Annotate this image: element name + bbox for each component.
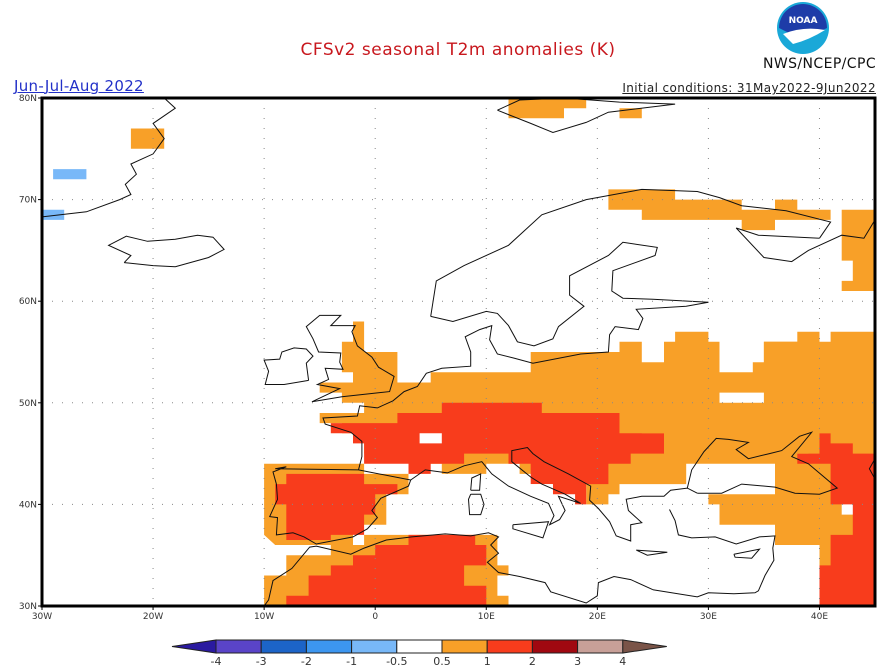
- coastline: [868, 458, 875, 480]
- agency-label: NWS/NCEP/CPC: [763, 56, 876, 72]
- colorbar-label: -4: [211, 655, 222, 668]
- noaa-logo-icon: NOAA: [777, 2, 829, 54]
- y-tick-label: 30N: [19, 602, 37, 612]
- coastline: [305, 314, 395, 403]
- x-axis-ticks: 30W 20W 10W 0 10E 20E 30E 40E: [32, 606, 828, 622]
- colorbar-label: 1: [484, 655, 491, 668]
- anomaly-region-svalbard: [508, 98, 642, 119]
- x-tick-label: 10E: [478, 612, 495, 622]
- y-axis-ticks: 30N 40N 50N 60N 70N 80N: [19, 94, 42, 612]
- anomaly-region-russia-ne: [841, 209, 875, 291]
- title-text: CFSv2 seasonal T2m anomalies (K): [300, 40, 616, 60]
- coastline: [430, 188, 875, 317]
- coastline: [467, 493, 485, 516]
- x-tick-label: 10W: [254, 612, 274, 622]
- map-title: CFSv2 seasonal T2m anomalies (K): [0, 40, 886, 60]
- y-tick-label: 80N: [19, 94, 37, 104]
- colorbar: -4 -3 -2 -1 -0.5 0.5 1 2 3 4: [171, 639, 667, 668]
- colorbar-bin: [577, 639, 624, 654]
- colorbar-label: -3: [256, 655, 267, 668]
- colorbar-high-extend: [622, 639, 667, 654]
- colorbar-low-extend: [171, 639, 217, 654]
- x-tick-label: 30E: [700, 612, 717, 622]
- neutral-area: [486, 484, 553, 515]
- coastline: [107, 234, 225, 268]
- colorbar-bin: [441, 639, 488, 654]
- anomaly-region-greenland-s: [42, 209, 65, 220]
- coastline: [430, 241, 709, 347]
- colorbar-bin: [215, 639, 262, 654]
- colorbar-label: 4: [619, 655, 626, 668]
- coastline: [322, 301, 709, 471]
- map-gridlines: [42, 98, 875, 606]
- colorbar-bin: [396, 639, 443, 654]
- logo-text: NOAA: [789, 16, 818, 26]
- coastlines: [42, 98, 875, 606]
- x-tick-label: 20E: [589, 612, 606, 622]
- colorbar-label: 2: [529, 655, 536, 668]
- coastline: [652, 509, 776, 598]
- map-frame: [40, 96, 877, 608]
- colorbar-label: 3: [574, 655, 581, 668]
- anomaly-region-caucasus-core: [797, 433, 875, 606]
- colorbar-label: -0.5: [386, 655, 407, 668]
- y-tick-label: 50N: [19, 399, 37, 409]
- neutral-area: [619, 484, 709, 545]
- coastline: [263, 347, 314, 385]
- coastline: [263, 532, 654, 606]
- coastline: [42, 98, 177, 218]
- neutral-area: [419, 433, 442, 444]
- colorbar-label: -1: [346, 655, 357, 668]
- y-tick-label: 40N: [19, 500, 37, 510]
- x-tick-label: 20W: [143, 612, 163, 622]
- coastline: [410, 446, 698, 542]
- x-tick-label: 0: [372, 612, 378, 622]
- neutral-area: [686, 463, 775, 495]
- coastline: [733, 548, 761, 559]
- anomaly-region-iberia-core: [275, 473, 398, 540]
- anomaly-regions: [42, 98, 875, 606]
- anomaly-region-greenland-se: [53, 169, 87, 180]
- coastline: [686, 431, 839, 495]
- colorbar-bin: [351, 639, 398, 654]
- logo-gull: [783, 28, 825, 44]
- colorbar-label: -2: [301, 655, 312, 668]
- colorbar-bin: [305, 639, 353, 654]
- y-tick-label: 70N: [19, 196, 37, 206]
- anomaly-region-n-africa-core: [286, 534, 487, 606]
- colorbar-bin: [531, 639, 579, 654]
- anomaly-region-fennoscandia-n: [608, 189, 831, 231]
- season-label: Jun-Jul-Aug 2022: [14, 77, 144, 95]
- y-tick-label: 60N: [19, 297, 37, 307]
- anomaly-region-central-core: [330, 402, 664, 505]
- coastline: [635, 549, 668, 556]
- colorbar-label: 0.5: [433, 655, 451, 668]
- neutral-area: [719, 392, 764, 403]
- initial-conditions-label: Initial conditions: 31May2022-9Jun2022: [622, 81, 876, 95]
- x-tick-label: 30W: [32, 612, 52, 622]
- coastline: [268, 466, 412, 545]
- x-tick-label: 40E: [811, 612, 828, 622]
- colorbar-bin: [486, 639, 533, 654]
- colorbar-bin: [260, 639, 307, 654]
- coastline: [470, 473, 482, 491]
- anomaly-region-greenland-e: [130, 128, 165, 149]
- coastline: [512, 521, 550, 539]
